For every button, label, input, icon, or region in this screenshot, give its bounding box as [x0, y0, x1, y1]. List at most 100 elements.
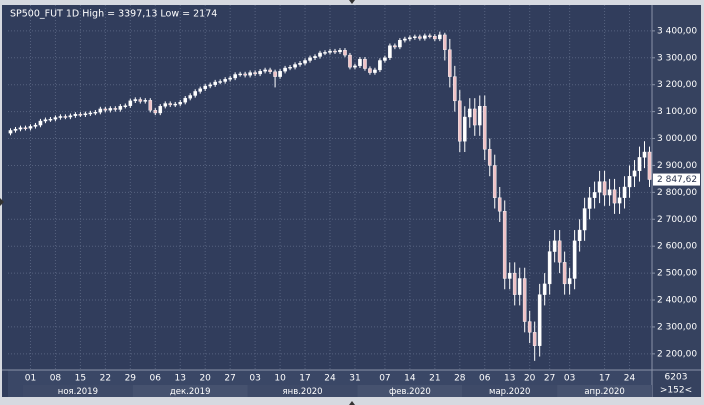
x-tick-label: 13	[504, 374, 515, 384]
x-tick-label: 24	[324, 374, 336, 384]
candle-body	[98, 108, 103, 113]
candle-body	[188, 95, 193, 99]
month-band	[132, 385, 248, 397]
candle-body	[617, 197, 622, 204]
candle-body	[218, 81, 222, 83]
candle-body	[607, 189, 612, 196]
candle-body	[278, 71, 282, 77]
candle-body	[577, 229, 582, 242]
x-tick-label: 21	[429, 374, 440, 384]
candle-body	[502, 211, 507, 279]
candle-body	[123, 105, 128, 107]
candle-body	[238, 73, 242, 76]
x-tick-label: 10	[274, 374, 286, 384]
candle-body	[38, 120, 43, 126]
candle-body	[388, 45, 392, 58]
x-tick-label: 27	[224, 374, 235, 384]
candle-body	[333, 50, 337, 53]
x-tick-label: 17	[299, 374, 310, 384]
candle-body	[343, 50, 347, 56]
candle-body	[228, 77, 232, 80]
scroll-arrow	[0, 198, 4, 206]
candle-body	[497, 197, 502, 212]
candle-body	[408, 37, 412, 40]
candle-body	[283, 67, 287, 72]
x-tick-label: 15	[75, 374, 86, 384]
candle-body	[213, 81, 217, 85]
candle-body	[273, 71, 277, 77]
candle-body	[448, 49, 452, 77]
candle-body	[88, 112, 93, 115]
month-band	[22, 385, 133, 397]
x-tick-label: 17	[599, 374, 610, 384]
candle-body	[467, 108, 472, 118]
candle-body	[223, 79, 227, 82]
y-tick-label: 2 300,00	[657, 322, 697, 332]
x-tick-label: 08	[50, 374, 62, 384]
x-tick-label: 01	[25, 374, 36, 384]
scroll-arrow	[349, 0, 355, 4]
x-tick-label: 06	[150, 374, 162, 384]
candle-body	[233, 74, 237, 79]
month-band	[557, 385, 652, 397]
x-tick-label: 03	[249, 374, 260, 384]
candle-body	[103, 108, 108, 111]
candle-body	[183, 97, 188, 103]
candle-body	[293, 64, 297, 68]
candle-body	[507, 272, 512, 279]
candle-body	[597, 181, 602, 193]
x-tick-label: 31	[349, 374, 360, 384]
candle-body	[542, 283, 547, 295]
y-tick-label: 3 200,00	[657, 80, 697, 90]
candle-body	[532, 332, 537, 346]
candle-body	[113, 108, 118, 110]
last-price-box	[653, 173, 700, 186]
candle-body	[288, 67, 292, 69]
candle-body	[353, 65, 357, 68]
candle-body	[203, 85, 207, 89]
month-label: фев.2020	[389, 387, 431, 397]
candle-body	[58, 116, 63, 118]
candle-body	[253, 72, 257, 75]
corner-label: >152<	[660, 386, 692, 396]
chart-title: SP500_FUT 1D High = 3397,13 Low = 2174	[10, 9, 217, 20]
x-tick-label: 20	[524, 374, 536, 384]
x-tick-label: 03	[564, 374, 575, 384]
x-tick-label: 22	[100, 374, 111, 384]
candle-body	[418, 36, 422, 39]
y-tick-label: 2 800,00	[657, 188, 697, 198]
candle-body	[358, 58, 362, 67]
y-tick-label: 2 700,00	[657, 215, 697, 225]
candle-body	[637, 157, 642, 172]
candle-body	[93, 111, 98, 114]
candle-body	[627, 176, 632, 188]
y-tick-label: 3 400,00	[657, 26, 697, 36]
candle-body	[423, 35, 427, 39]
x-tick-label: 20	[199, 374, 211, 384]
candle-body	[557, 240, 562, 263]
candle-body	[642, 151, 647, 158]
candle-body	[472, 108, 477, 126]
candle-body	[328, 50, 332, 53]
candle-body	[482, 106, 487, 150]
x-tick-label: 13	[175, 374, 186, 384]
candle-body	[198, 88, 203, 92]
candle-body	[313, 56, 317, 58]
candle-body	[43, 119, 48, 122]
candle-body	[562, 262, 567, 285]
candle-body	[512, 272, 517, 295]
month-label: янв.2020	[283, 387, 323, 397]
candle-body	[378, 60, 382, 71]
y-tick-label: 2 600,00	[657, 242, 697, 252]
candle-body	[602, 181, 607, 196]
candle-body	[537, 294, 542, 346]
candle-body	[348, 54, 352, 68]
x-tick-label: 14	[404, 374, 416, 384]
candle-body	[443, 34, 447, 50]
candle-body	[338, 50, 342, 53]
candle-body	[323, 52, 327, 54]
scroll-arrow	[349, 401, 355, 405]
candle-body	[243, 73, 247, 76]
candle-body	[143, 100, 148, 102]
